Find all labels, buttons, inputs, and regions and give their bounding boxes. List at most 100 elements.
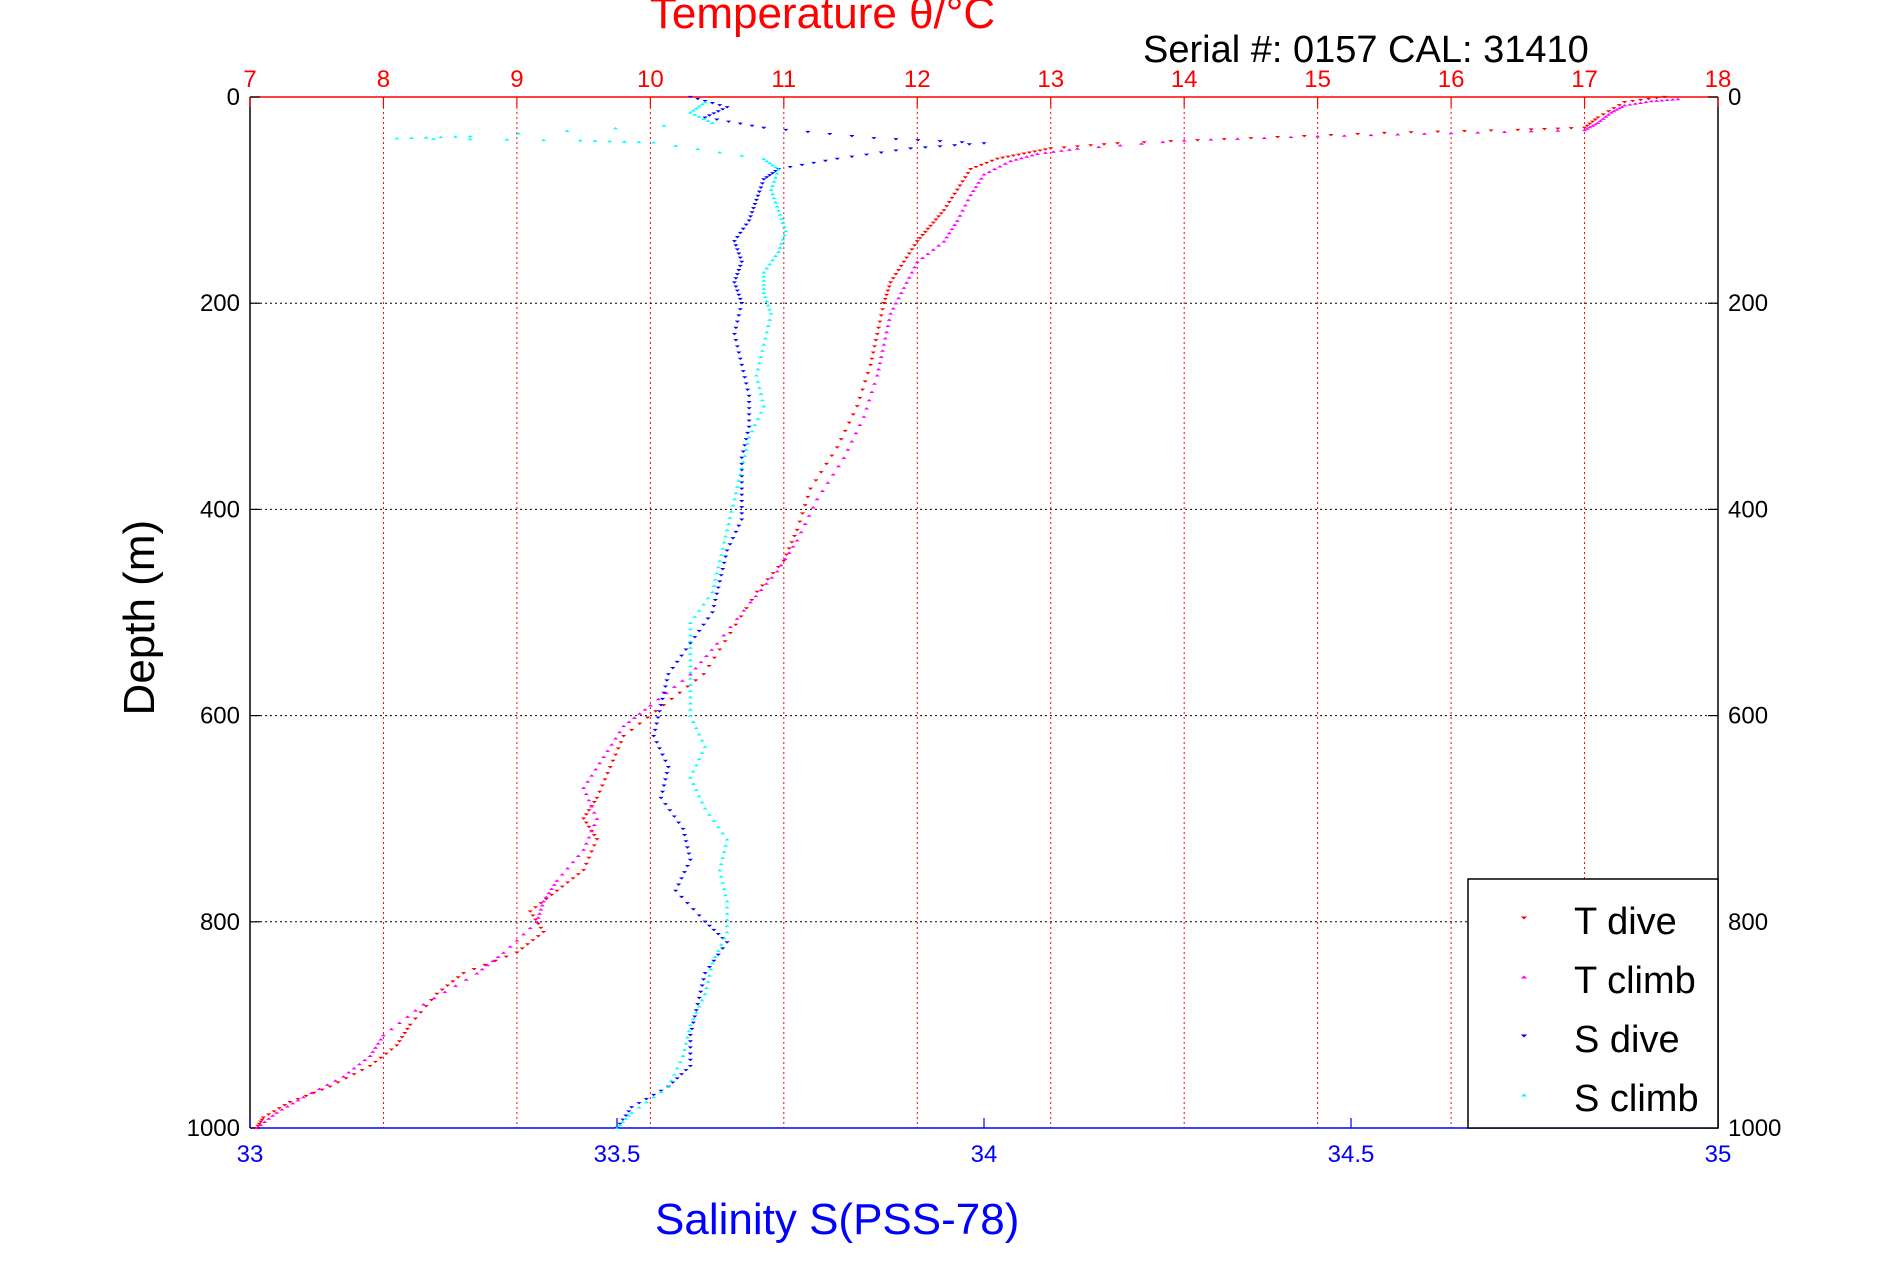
data-point	[438, 135, 444, 139]
left-tick-label: 200	[200, 290, 240, 317]
data-point	[538, 908, 544, 911]
legend-entry: T climb	[1520, 960, 1696, 1002]
right-tick-label: 800	[1728, 909, 1768, 936]
data-point	[658, 704, 664, 707]
data-point	[681, 871, 688, 874]
data-point	[777, 213, 783, 216]
data-point	[359, 1069, 365, 1072]
data-point	[530, 914, 536, 917]
data-point	[767, 308, 773, 311]
data-point	[378, 1038, 384, 1041]
data-point	[718, 943, 724, 946]
data-point	[1611, 107, 1617, 110]
data-point	[602, 778, 608, 781]
data-point	[674, 1077, 680, 1080]
data-point	[705, 617, 711, 620]
data-point	[878, 314, 884, 317]
data-point	[1646, 97, 1652, 101]
data-point	[772, 200, 779, 204]
data-point	[739, 154, 745, 157]
data-point	[754, 590, 760, 594]
data-point	[583, 862, 589, 866]
data-point	[862, 380, 868, 383]
data-point	[747, 215, 754, 218]
bottom-tick-label: 34.5	[1328, 1141, 1375, 1168]
data-point	[662, 759, 669, 763]
data-point	[736, 293, 742, 297]
data-point	[546, 891, 552, 895]
data-point	[721, 634, 727, 637]
data-point	[1005, 155, 1011, 158]
data-point	[802, 504, 808, 507]
data-point	[1605, 113, 1612, 116]
data-point	[327, 1085, 333, 1088]
data-point	[749, 211, 755, 214]
data-point	[629, 1111, 635, 1114]
data-point	[662, 803, 669, 806]
data-point	[890, 307, 896, 310]
data-point	[718, 553, 724, 556]
data-point	[938, 212, 944, 215]
data-point	[687, 702, 693, 705]
data-point	[724, 912, 730, 915]
data-point	[308, 1091, 314, 1095]
data-point	[711, 656, 718, 660]
data-point	[690, 908, 696, 911]
data-point	[452, 135, 459, 138]
data-point	[668, 1079, 674, 1082]
data-point	[636, 140, 642, 144]
data-point	[737, 231, 743, 235]
data-point	[724, 941, 730, 944]
data-point	[1248, 137, 1254, 140]
data-point	[669, 697, 675, 701]
data-point	[455, 976, 461, 979]
data-point	[746, 394, 752, 398]
data-point	[695, 147, 701, 151]
data-point	[739, 466, 745, 470]
data-point	[981, 173, 987, 176]
data-point	[678, 654, 685, 657]
data-point	[893, 273, 899, 276]
data-point	[711, 928, 717, 932]
data-point	[734, 289, 740, 292]
data-point	[973, 165, 979, 169]
data-point	[753, 594, 759, 598]
data-point	[643, 1097, 649, 1101]
data-point	[686, 852, 692, 855]
data-point	[699, 998, 705, 1002]
data-point	[1581, 128, 1588, 132]
data-point	[687, 646, 693, 649]
data-point	[1613, 108, 1620, 111]
data-point	[825, 481, 831, 484]
data-point	[739, 512, 745, 515]
data-point	[404, 1015, 411, 1018]
data-point	[1662, 95, 1668, 99]
data-point	[664, 679, 670, 682]
data-point	[637, 722, 643, 726]
data-point	[823, 462, 830, 466]
data-point	[783, 128, 789, 132]
data-point	[479, 968, 485, 971]
data-point	[1037, 149, 1043, 152]
data-point	[594, 796, 600, 800]
data-point	[702, 116, 708, 119]
data-point	[1600, 113, 1606, 116]
data-point	[1288, 135, 1294, 139]
data-point	[1587, 125, 1593, 129]
data-point	[394, 137, 400, 140]
data-point	[703, 654, 710, 657]
data-point	[878, 151, 884, 154]
data-point	[1029, 153, 1035, 157]
data-point	[610, 759, 616, 763]
data-point	[946, 200, 952, 204]
data-point	[1619, 105, 1625, 108]
data-point	[869, 357, 875, 361]
data-point	[768, 312, 774, 315]
data-point	[845, 448, 851, 451]
data-point	[367, 1064, 373, 1068]
data-point	[684, 864, 691, 868]
data-point	[1010, 154, 1016, 157]
data-point	[492, 959, 499, 963]
legend-entry: S climb	[1520, 1078, 1699, 1120]
data-point	[693, 763, 699, 767]
